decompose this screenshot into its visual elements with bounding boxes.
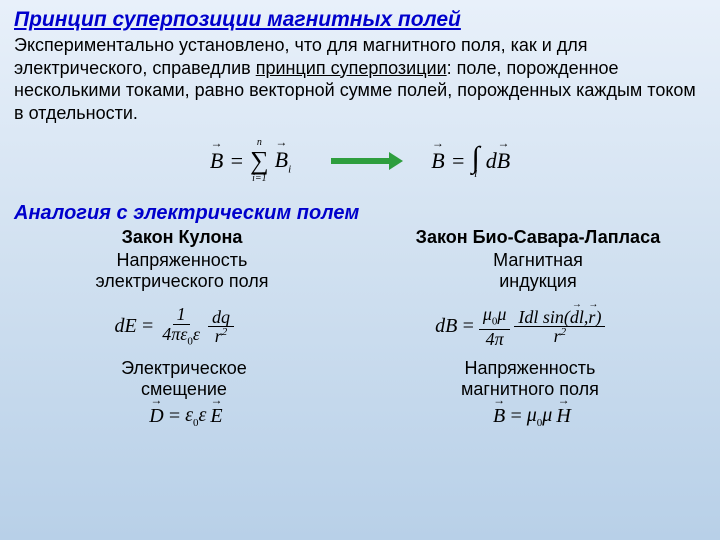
integral-sub: l	[474, 169, 477, 180]
coulomb-formula: dE = 1 4πε0ε dq r2	[115, 305, 234, 348]
vec-H: H	[556, 405, 570, 428]
magnetic-column: Закон Био-Савара-Лапласа Магнитная индук…	[370, 227, 706, 291]
vector-relations: D = ε0ε E B = μ0μ H	[14, 404, 706, 429]
eq-r: =	[461, 315, 475, 338]
den4: r2	[550, 327, 571, 346]
vec-D: D	[149, 405, 163, 428]
equals2: =	[451, 148, 466, 174]
eps0eps: ε0ε	[185, 404, 206, 429]
den3: 4π	[482, 330, 508, 349]
h-field-label: Напряженность магнитного поля	[461, 358, 599, 399]
num4: Idl sin(→dl,→r)	[514, 308, 605, 328]
analogy-columns: Закон Кулона Напряженность электрическог…	[14, 227, 706, 291]
coulomb-law-label: Закон Кулона	[14, 227, 350, 248]
eq-l: =	[141, 315, 155, 338]
e-field-label1: Напряженность	[14, 250, 350, 271]
frac4: Idl sin(→dl,→r) r2	[514, 308, 605, 347]
disp1: Электрическое	[121, 358, 247, 379]
num1: 1	[173, 305, 190, 325]
biot-savart-formula: dB = μ0μ 4π Idl sin(→dl,→r) r2	[435, 305, 605, 348]
analogy-title: Аналогия с электрическим полем	[14, 202, 706, 225]
den2: r2	[211, 327, 232, 346]
dB-term: dB	[486, 148, 510, 174]
vector-B: B	[210, 148, 223, 174]
vec-E: E	[210, 405, 222, 428]
h2: магнитного поля	[461, 379, 599, 400]
b-field-label1: Магнитная	[370, 250, 706, 271]
B-equation: B = μ0μ H	[493, 404, 571, 429]
superposition-equations: B = n ∑ i=1 Bi B = ∫ l dB	[14, 138, 706, 184]
intro-underlined: принцип суперпозиции	[256, 58, 447, 78]
disp2: смещение	[121, 379, 247, 400]
dE: dE	[115, 315, 137, 338]
b-field-label2: индукция	[370, 271, 706, 292]
num3: μ0μ	[479, 305, 511, 329]
bottom-labels: Электрическое смещение Напряженность маг…	[14, 358, 706, 399]
h1: Напряженность	[461, 358, 599, 379]
D-equation: D = ε0ε E	[149, 404, 222, 429]
sigma-icon: n ∑ i=1	[250, 138, 269, 184]
frac3: μ0μ 4π	[479, 305, 511, 348]
vec-B3: B	[493, 405, 505, 428]
frac2: dq r2	[208, 308, 234, 347]
frac1: 1 4πε0ε	[158, 305, 204, 348]
vector-B2: B	[431, 148, 444, 174]
mu0mu: μ0μ	[527, 404, 553, 429]
displacement-label: Электрическое смещение	[121, 358, 247, 399]
integral-equation: B = ∫ l dB	[431, 143, 510, 180]
vector-Bi: Bi	[275, 147, 292, 175]
arrow-right-icon	[331, 158, 391, 164]
dB: dB	[435, 315, 457, 338]
eq-D: =	[168, 405, 182, 428]
main-formulas: dE = 1 4πε0ε dq r2 dB = μ0μ 4π Idl sin(→…	[14, 305, 706, 348]
eq-B: =	[509, 405, 523, 428]
biot-savart-label: Закон Био-Савара-Лапласа	[370, 227, 706, 248]
equals: =	[229, 148, 244, 174]
den1: 4πε0ε	[158, 325, 204, 348]
intro-paragraph: Экспериментально установлено, что для ма…	[14, 34, 706, 124]
electric-column: Закон Кулона Напряженность электрическог…	[14, 227, 350, 291]
sum-equation: B = n ∑ i=1 Bi	[210, 138, 291, 184]
num2: dq	[208, 308, 234, 328]
integral-icon: ∫ l	[472, 143, 480, 180]
sigma-symbol: ∑	[250, 148, 269, 174]
sum-lower: i=1	[252, 174, 267, 184]
page-title: Принцип суперпозиции магнитных полей	[14, 8, 706, 32]
e-field-label2: электрического поля	[14, 271, 350, 292]
